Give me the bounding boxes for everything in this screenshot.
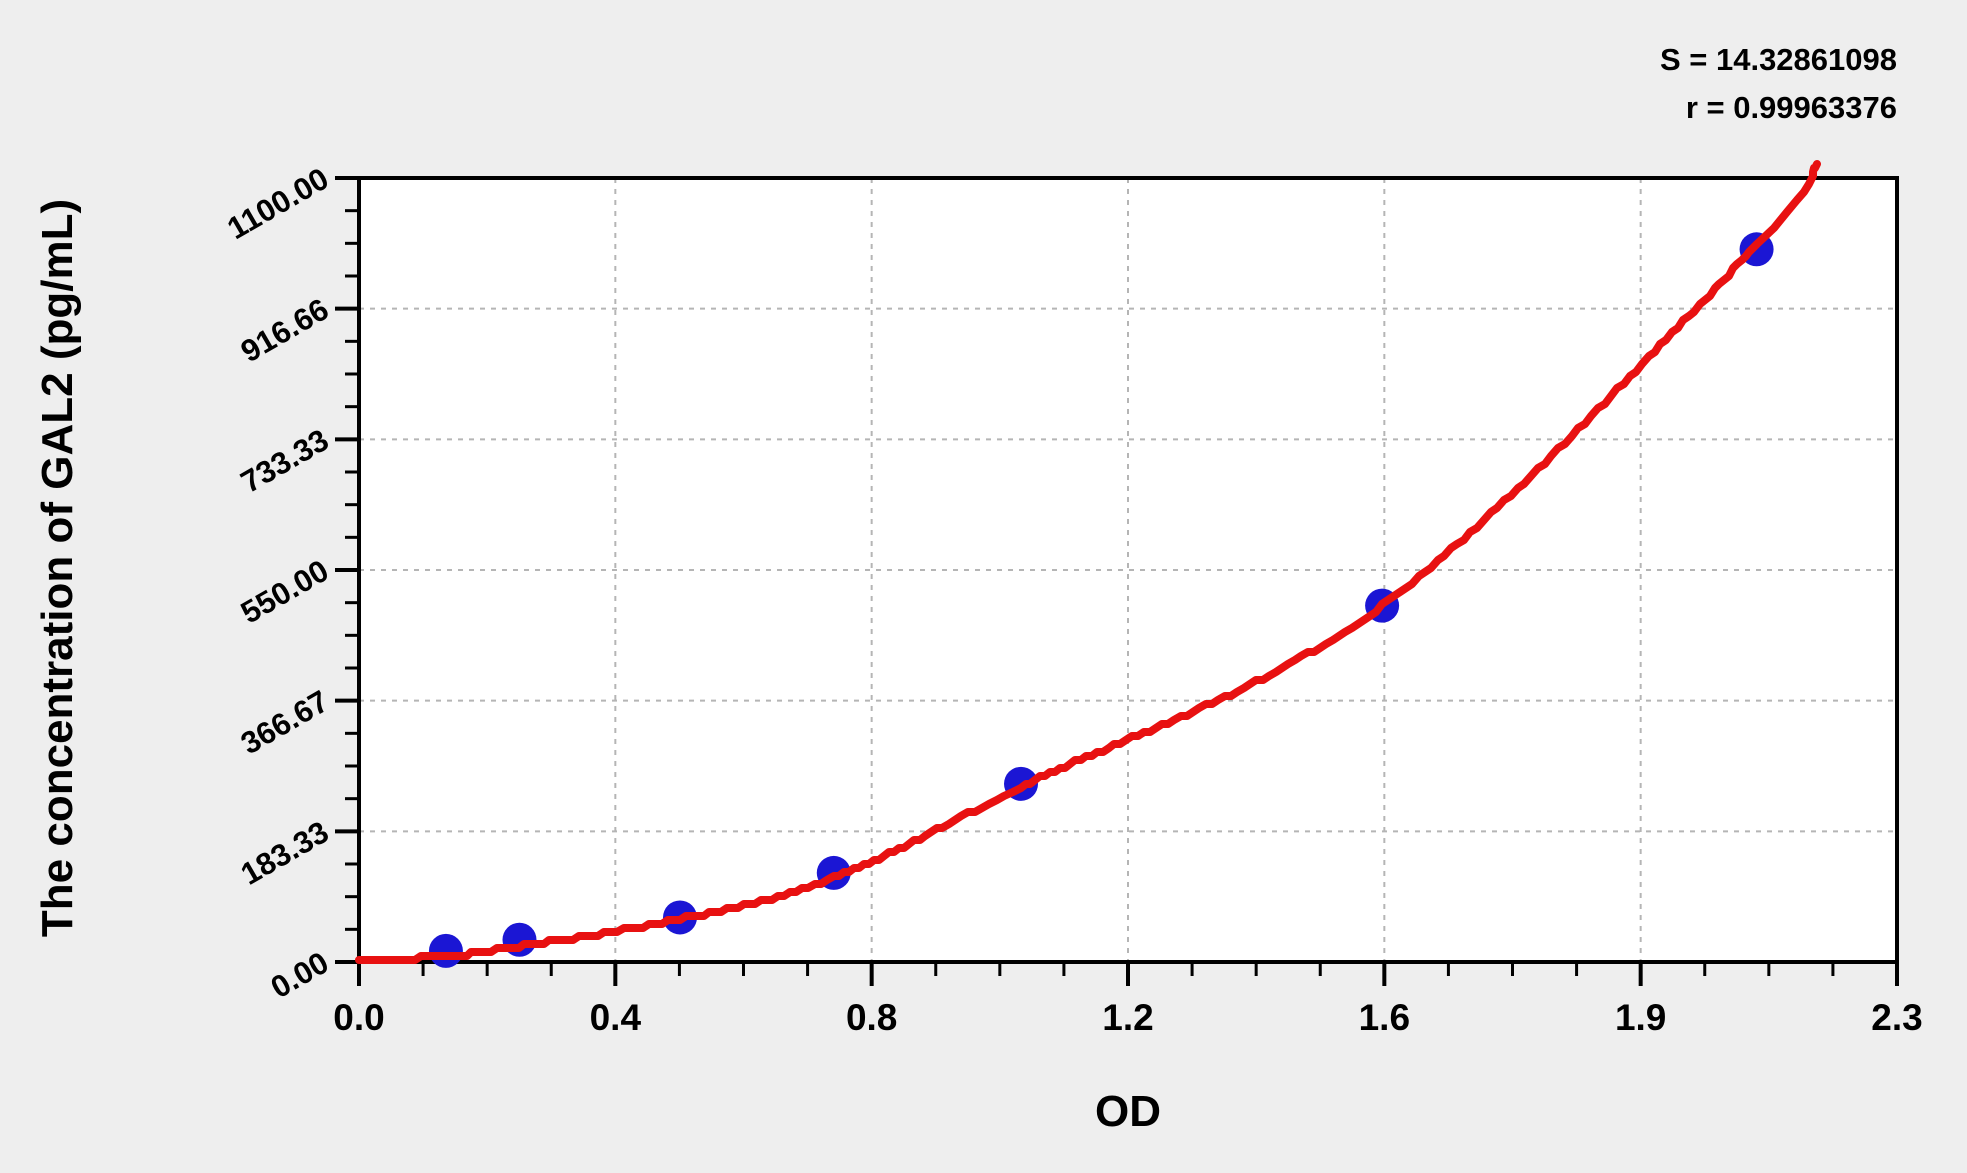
x-tick-label: 0.4 <box>590 997 642 1038</box>
fit-curve <box>355 160 1821 964</box>
plot-area <box>359 178 1897 962</box>
fit-statistics: S = 14.32861098 r = 0.99963376 <box>1660 36 1897 132</box>
y-tick-label: 733.33 <box>235 422 335 500</box>
plot-border <box>357 176 1899 964</box>
x-tick-label: 1.2 <box>1102 997 1153 1038</box>
y-tick-label: 183.33 <box>235 814 335 892</box>
y-axis-title: The concentration of GAL2 (pg/mL) <box>33 198 82 938</box>
x-tick-label: 1.9 <box>1615 997 1666 1038</box>
x-axis-title: OD <box>1095 1087 1161 1136</box>
y-tick-label: 0.00 <box>265 945 335 1005</box>
y-tick-label: 1100.00 <box>221 161 334 246</box>
r-value-text: r = 0.99963376 <box>1685 90 1897 125</box>
y-tick-label: 366.67 <box>235 683 335 761</box>
x-tick-label: 0.0 <box>333 997 384 1038</box>
x-tick-label: 1.6 <box>1359 997 1410 1038</box>
x-tick-label: 0.8 <box>846 997 897 1038</box>
data-point <box>428 933 463 968</box>
x-tick-label: 2.3 <box>1871 997 1922 1038</box>
y-tick-label: 916.66 <box>235 291 335 369</box>
y-tick-label: 550.00 <box>235 553 335 631</box>
s-value-text: S = 14.32861098 <box>1659 42 1897 77</box>
